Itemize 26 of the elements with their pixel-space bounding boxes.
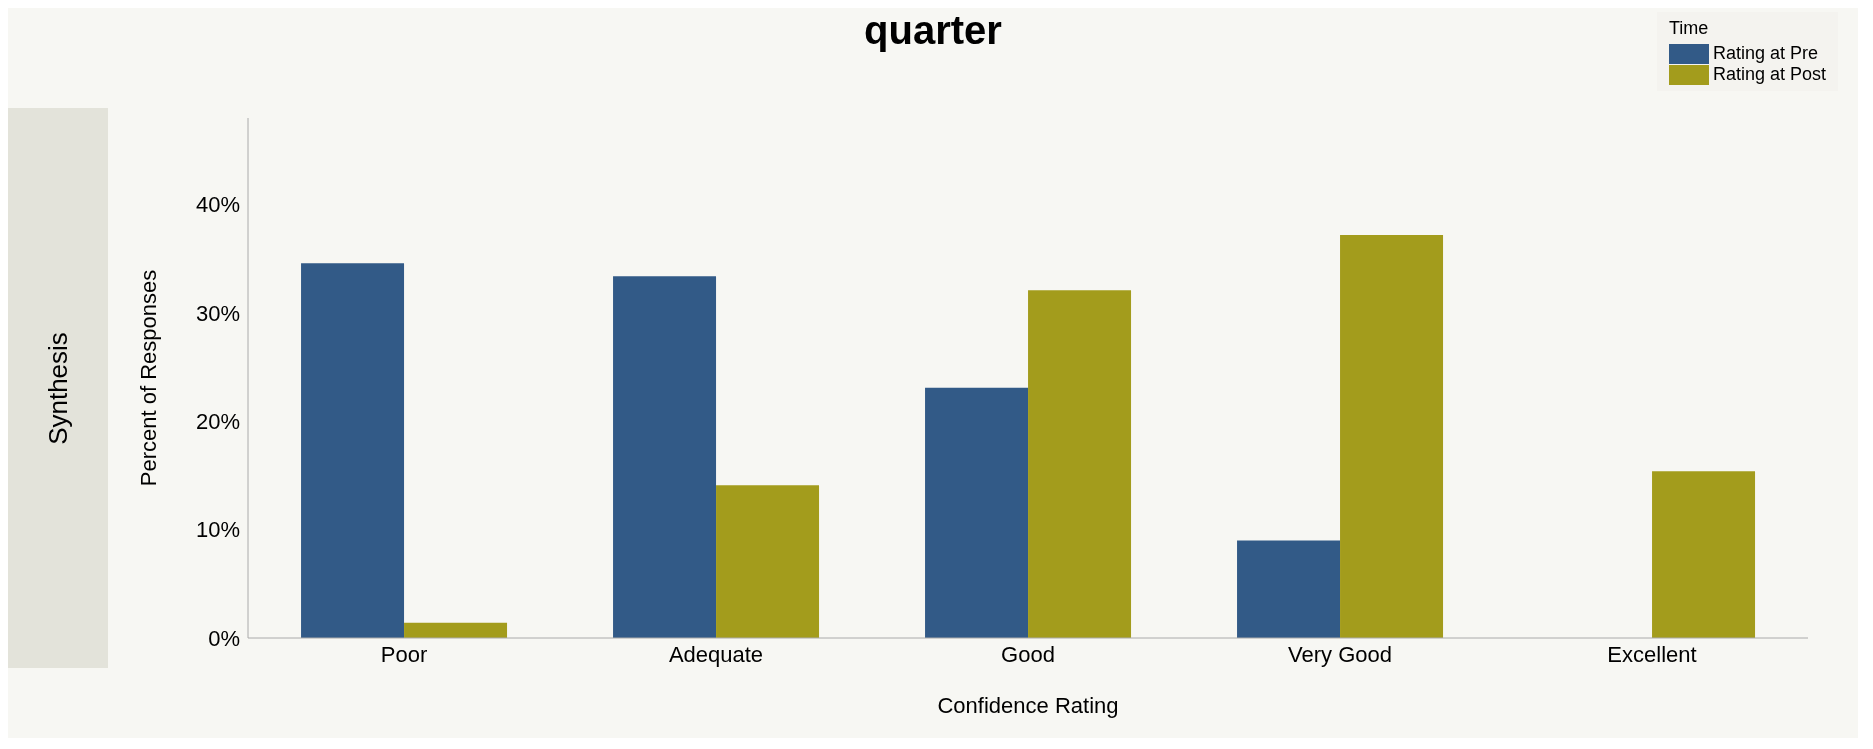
legend-title: Time <box>1668 18 1710 39</box>
bar <box>925 387 1029 638</box>
bar <box>613 276 717 638</box>
text: Synthesis <box>42 331 74 445</box>
bar <box>1652 471 1756 638</box>
x-tick-label: Excellent <box>1607 641 1697 667</box>
y-tick-label: 30% <box>195 300 240 326</box>
bar <box>1340 235 1444 638</box>
legend-label: Rating at Post <box>1712 64 1826 85</box>
x-tick-label: Very Good <box>1288 641 1392 667</box>
y-axis-title: Percent of Responses <box>135 269 161 487</box>
bar <box>404 622 508 638</box>
y-tick-label: 40% <box>195 192 240 218</box>
x-tick-label: Good <box>1001 641 1055 667</box>
bar <box>301 263 405 638</box>
x-tick-label: Adequate <box>668 641 764 667</box>
y-tick-label: 20% <box>195 409 240 435</box>
x-axis-title: Confidence Rating <box>937 693 1119 718</box>
y-tick-label: 0% <box>208 625 240 651</box>
bar <box>716 485 820 638</box>
x-tick-label: Poor <box>380 641 428 667</box>
bar <box>1028 290 1132 638</box>
chart-title: quarter <box>864 8 1002 52</box>
y-tick-label: 10% <box>195 517 240 543</box>
legend-label: Rating at Pre <box>1712 43 1818 64</box>
bar <box>1237 540 1341 638</box>
